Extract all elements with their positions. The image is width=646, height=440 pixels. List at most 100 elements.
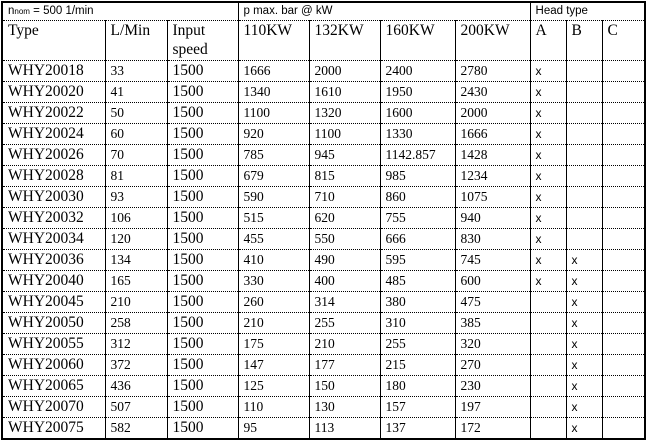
head-type-cell <box>601 144 646 166</box>
value-cell: 1500 <box>166 291 239 313</box>
head-type-cell: x <box>529 102 567 124</box>
head-type-cell: x <box>565 312 603 334</box>
value-cell: 150 <box>308 375 381 397</box>
head-type-cell: x <box>565 249 603 271</box>
head-type-cell: x <box>565 375 603 397</box>
value-cell: 1950 <box>379 81 456 103</box>
value-cell: 1142.857 <box>379 144 456 166</box>
value-cell: 985 <box>379 165 456 187</box>
value-cell: 1500 <box>166 354 239 376</box>
value-cell: 507 <box>104 396 168 418</box>
value-cell: 1075 <box>454 186 531 208</box>
head-type-cell: x <box>529 165 567 187</box>
head-type-cell <box>529 333 567 355</box>
value-cell: 1500 <box>166 270 239 292</box>
table-row: WHY20028 81 1500 679 815 985 1234 x <box>1 165 646 187</box>
type-cell: WHY20032 <box>1 207 106 229</box>
column-header: 160KW <box>379 20 456 61</box>
column-header-row: Type L/Min Input speed 110KW 132KW 160KW 200KW… <box>1 20 646 61</box>
type-cell: WHY20026 <box>1 144 106 166</box>
value-cell: 1500 <box>166 60 239 82</box>
head-type-cell <box>529 396 567 418</box>
value-cell: 70 <box>104 144 168 166</box>
type-cell: WHY20055 <box>1 333 106 355</box>
head-type-cell: x <box>565 291 603 313</box>
value-cell: 679 <box>237 165 310 187</box>
pressure-group-header: p max. bar @ kW <box>237 1 531 21</box>
value-cell: 270 <box>454 354 531 376</box>
head-type-cell <box>529 291 567 313</box>
value-cell: 1500 <box>166 123 239 145</box>
value-cell: 120 <box>104 228 168 250</box>
value-cell: 1100 <box>237 102 310 124</box>
head-type-cell <box>565 144 603 166</box>
column-header: Type <box>1 20 106 61</box>
column-header: 200KW <box>454 20 531 61</box>
value-cell: 215 <box>379 354 456 376</box>
value-cell: 41 <box>104 81 168 103</box>
value-cell: 230 <box>454 375 531 397</box>
value-cell: 260 <box>237 291 310 313</box>
type-cell: WHY20024 <box>1 123 106 145</box>
value-cell: 410 <box>237 249 310 271</box>
value-cell: 1100 <box>308 123 381 145</box>
value-cell: 1666 <box>237 60 310 82</box>
type-cell: WHY20060 <box>1 354 106 376</box>
value-cell: 600 <box>454 270 531 292</box>
table-row: WHY20065 436 1500 125 150 180 230 x <box>1 375 646 397</box>
type-cell: WHY20028 <box>1 165 106 187</box>
value-cell: 1666 <box>454 123 531 145</box>
value-cell: 475 <box>454 291 531 313</box>
value-cell: 1234 <box>454 165 531 187</box>
head-type-cell <box>601 165 646 187</box>
value-cell: 590 <box>237 186 310 208</box>
head-type-cell: x <box>529 60 567 82</box>
value-cell: 255 <box>308 312 381 334</box>
table-row: WHY20040 165 1500 330 400 485 600 x x <box>1 270 646 292</box>
type-cell: WHY20045 <box>1 291 106 313</box>
value-cell: 945 <box>308 144 381 166</box>
value-cell: 1500 <box>166 417 239 440</box>
value-cell: 385 <box>454 312 531 334</box>
value-cell: 830 <box>454 228 531 250</box>
value-cell: 93 <box>104 186 168 208</box>
value-cell: 1500 <box>166 228 239 250</box>
head-type-cell: x <box>565 354 603 376</box>
table-row: WHY20024 60 1500 920 1100 1330 1666 x <box>1 123 646 145</box>
nominal-speed-symbol: n <box>8 5 15 17</box>
head-type-cell <box>565 81 603 103</box>
head-type-cell: x <box>529 186 567 208</box>
value-cell: 95 <box>237 417 310 440</box>
head-type-cell <box>529 354 567 376</box>
table-row: WHY20018 33 1500 1666 2000 2400 2780 x <box>1 60 646 82</box>
value-cell: 1500 <box>166 81 239 103</box>
table-row: WHY20020 41 1500 1340 1610 1950 2430 x <box>1 81 646 103</box>
head-type-cell: x <box>529 81 567 103</box>
value-cell: 137 <box>379 417 456 440</box>
value-cell: 1600 <box>379 102 456 124</box>
head-type-cell <box>529 417 567 440</box>
head-type-cell <box>601 249 646 271</box>
value-cell: 755 <box>379 207 456 229</box>
value-cell: 60 <box>104 123 168 145</box>
nominal-speed-value: = 500 1/min <box>29 5 94 17</box>
head-type-cell <box>601 207 646 229</box>
head-type-cell <box>601 102 646 124</box>
value-cell: 1500 <box>166 207 239 229</box>
value-cell: 1500 <box>166 375 239 397</box>
value-cell: 134 <box>104 249 168 271</box>
value-cell: 2000 <box>308 60 381 82</box>
nominal-speed-subscript: nom <box>14 7 30 16</box>
value-cell: 310 <box>379 312 456 334</box>
value-cell: 1500 <box>166 165 239 187</box>
value-cell: 210 <box>237 312 310 334</box>
value-cell: 1500 <box>166 396 239 418</box>
value-cell: 2430 <box>454 81 531 103</box>
head-type-cell: x <box>565 417 603 440</box>
column-header: C <box>601 20 646 61</box>
value-cell: 180 <box>379 375 456 397</box>
type-cell: WHY20034 <box>1 228 106 250</box>
table-row: WHY20050 258 1500 210 255 310 385 x <box>1 312 646 334</box>
value-cell: 110 <box>237 396 310 418</box>
value-cell: 1500 <box>166 312 239 334</box>
